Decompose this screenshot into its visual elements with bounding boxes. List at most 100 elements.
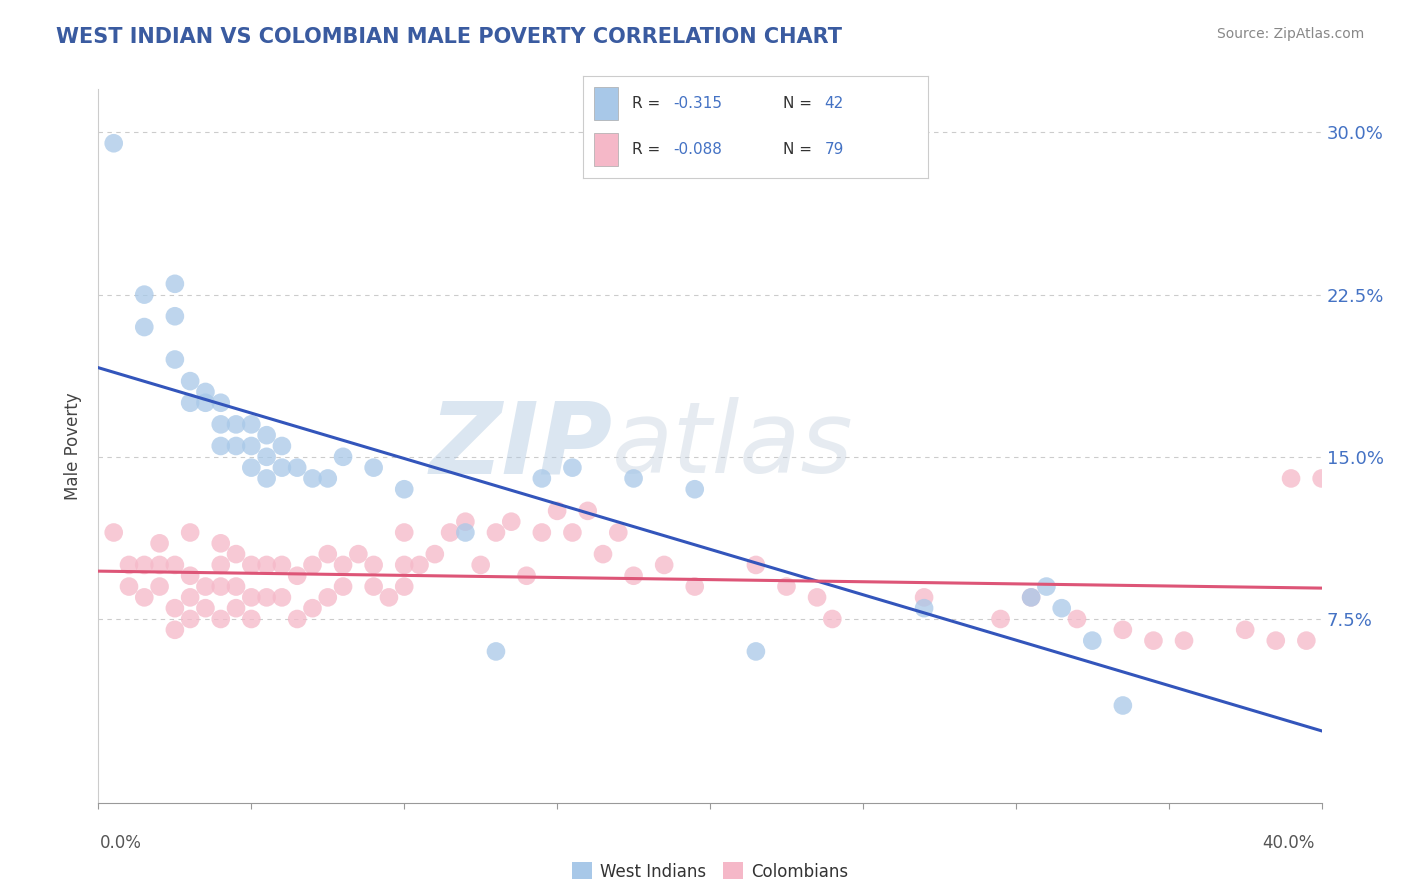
Text: -0.088: -0.088 <box>673 142 721 157</box>
Point <box>576 504 599 518</box>
Point <box>1295 633 1317 648</box>
Point <box>194 396 217 410</box>
Point <box>316 591 339 605</box>
Y-axis label: Male Poverty: Male Poverty <box>65 392 83 500</box>
Point <box>240 460 263 475</box>
Point <box>209 396 232 410</box>
Point <box>301 558 323 572</box>
Point <box>683 580 706 594</box>
Point <box>1050 601 1073 615</box>
Point <box>209 558 232 572</box>
Point <box>134 558 156 572</box>
Point <box>485 644 508 658</box>
Point <box>149 580 172 594</box>
Point <box>118 558 141 572</box>
Point <box>256 471 278 485</box>
Point <box>134 591 156 605</box>
Point <box>470 558 492 572</box>
Text: Source: ZipAtlas.com: Source: ZipAtlas.com <box>1216 27 1364 41</box>
Point <box>607 525 630 540</box>
Point <box>256 428 278 442</box>
Point <box>378 591 401 605</box>
Point <box>225 547 247 561</box>
Point <box>1264 633 1286 648</box>
Text: R =: R = <box>631 142 665 157</box>
Point <box>439 525 461 540</box>
Point <box>347 547 370 561</box>
Point <box>301 601 323 615</box>
Point <box>561 460 583 475</box>
Point <box>392 580 416 594</box>
Point <box>1019 591 1042 605</box>
Point <box>501 515 523 529</box>
Point <box>912 601 935 615</box>
Bar <box>593 87 619 120</box>
Point <box>530 471 553 485</box>
Point <box>392 525 416 540</box>
Point <box>103 136 125 151</box>
Point <box>103 525 125 540</box>
Point <box>285 460 308 475</box>
Point <box>163 623 186 637</box>
Text: 79: 79 <box>824 142 844 157</box>
Point <box>775 580 797 594</box>
Point <box>194 601 217 615</box>
Point <box>163 352 186 367</box>
Point <box>209 536 232 550</box>
Point <box>546 504 568 518</box>
Point <box>270 591 292 605</box>
Text: N =: N = <box>783 96 817 111</box>
Point <box>256 450 278 464</box>
Point <box>163 601 186 615</box>
Point <box>408 558 430 572</box>
Point <box>256 558 278 572</box>
Point <box>209 417 232 432</box>
Text: R =: R = <box>631 96 665 111</box>
Point <box>806 591 828 605</box>
Point <box>530 525 553 540</box>
Point <box>270 460 292 475</box>
Point <box>912 591 935 605</box>
Point <box>225 580 247 594</box>
Point <box>179 525 201 540</box>
Point <box>1112 698 1135 713</box>
Point <box>454 515 477 529</box>
Point <box>209 612 232 626</box>
Text: -0.315: -0.315 <box>673 96 723 111</box>
Point <box>990 612 1012 626</box>
Text: 0.0%: 0.0% <box>100 834 142 852</box>
Point <box>1142 633 1164 648</box>
Point <box>745 644 768 658</box>
Point <box>1019 591 1042 605</box>
Point <box>194 580 217 594</box>
Point <box>363 460 385 475</box>
Point <box>285 568 308 582</box>
Point <box>592 547 614 561</box>
Point <box>240 417 263 432</box>
Legend: West Indians, Colombians: West Indians, Colombians <box>565 855 855 888</box>
Point <box>423 547 446 561</box>
Point <box>179 612 201 626</box>
Point <box>301 471 323 485</box>
Point <box>225 417 247 432</box>
Point <box>149 558 172 572</box>
Point <box>240 558 263 572</box>
Text: N =: N = <box>783 142 817 157</box>
Point <box>240 439 263 453</box>
Point <box>118 580 141 594</box>
Point <box>821 612 844 626</box>
Point <box>179 396 201 410</box>
Point <box>270 439 292 453</box>
Point <box>332 558 354 572</box>
Point <box>516 568 538 582</box>
Point <box>454 525 477 540</box>
Point <box>623 568 645 582</box>
Text: 42: 42 <box>824 96 844 111</box>
Point <box>225 601 247 615</box>
Point <box>163 558 186 572</box>
Bar <box>593 133 619 166</box>
Point <box>179 568 201 582</box>
Point <box>179 374 201 388</box>
Point <box>134 320 156 334</box>
Point <box>485 525 508 540</box>
